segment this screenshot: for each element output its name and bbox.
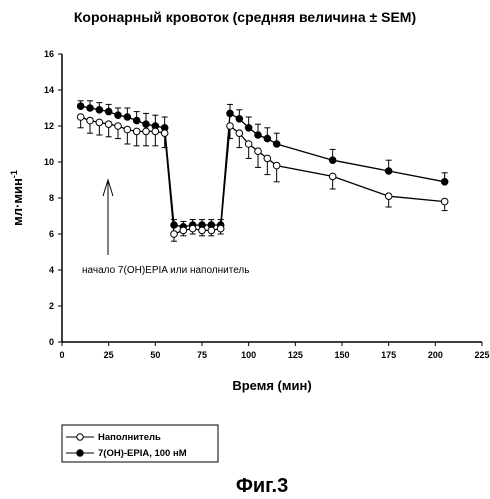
y-tick-label-8: 16 xyxy=(44,49,54,59)
series-1-point-3 xyxy=(104,107,113,116)
y-tick-label-1: 2 xyxy=(49,301,54,311)
start-annotation: начало 7(OH)EPIA или наполнитель xyxy=(82,265,249,276)
x-tick-label-7: 175 xyxy=(381,350,396,360)
series-1-point-16 xyxy=(226,109,234,118)
x-tick-label-0: 0 xyxy=(59,350,64,360)
series-1 xyxy=(76,100,449,231)
series-1-point-0 xyxy=(76,102,85,110)
series-1-point-2 xyxy=(95,106,104,114)
x-tick-label-3: 75 xyxy=(197,350,207,360)
series-0-point-16 xyxy=(226,122,234,130)
y-axis-label: мл·мин-1 xyxy=(9,170,25,226)
series-layer xyxy=(76,100,449,242)
series-1-point-18 xyxy=(244,124,253,132)
y-tick-label-5: 10 xyxy=(44,157,54,167)
series-0-point-13 xyxy=(198,226,206,235)
x-tick-label-5: 125 xyxy=(288,350,303,360)
series-0-point-8 xyxy=(151,127,160,136)
series-1-point-17 xyxy=(235,115,244,123)
series-0-point-19 xyxy=(254,147,262,155)
series-0 xyxy=(76,113,449,242)
chart-title: Коронарный кровоток (средняя величина ± … xyxy=(74,9,416,25)
y-tick-label-3: 6 xyxy=(49,229,54,239)
series-1-point-22 xyxy=(328,156,337,164)
x-tick-label-6: 150 xyxy=(334,350,349,360)
series-0-point-5 xyxy=(123,125,132,134)
x-axis-label: Время (мин) xyxy=(232,378,311,393)
series-0-point-22 xyxy=(328,172,337,181)
series-1-point-21 xyxy=(272,140,281,148)
series-0-point-18 xyxy=(244,140,253,148)
series-1-point-24 xyxy=(440,178,449,186)
series-1-point-5 xyxy=(123,113,132,121)
legend-marker-1 xyxy=(76,449,84,457)
series-0-point-0 xyxy=(76,113,85,121)
x-tick-label-1: 25 xyxy=(104,350,114,360)
series-1-point-20 xyxy=(263,134,272,143)
y-tick-label-2: 4 xyxy=(49,265,54,275)
x-tick-label-2: 50 xyxy=(150,350,160,360)
series-0-point-12 xyxy=(188,224,197,233)
series-0-point-14 xyxy=(207,226,216,235)
y-tick-label-4: 8 xyxy=(49,193,54,203)
x-axis-ticks: 0 25 50 75 100 125 150 175 200 225 xyxy=(59,342,490,360)
legend: Наполнитель 7(OH)-EPIA, 100 нM xyxy=(61,424,219,463)
x-tick-label-8: 200 xyxy=(428,350,443,360)
series-1-point-6 xyxy=(132,116,141,125)
y-tick-label-7: 14 xyxy=(44,85,54,95)
start-arrow xyxy=(102,178,114,255)
series-0-point-23 xyxy=(384,192,393,200)
y-tick-label-0: 0 xyxy=(49,337,54,347)
series-1-point-7 xyxy=(142,120,150,128)
x-tick-label-4: 100 xyxy=(241,350,256,360)
legend-marker-0 xyxy=(76,433,84,441)
series-0-point-20 xyxy=(263,154,272,163)
figure-caption: Фиг.3 xyxy=(236,475,288,497)
plot-area xyxy=(61,54,482,343)
series-0-point-3 xyxy=(104,120,113,128)
series-0-point-9 xyxy=(160,129,169,137)
series-1-line xyxy=(80,105,445,228)
series-0-point-1 xyxy=(86,116,94,125)
series-0-point-10 xyxy=(170,230,178,238)
x-tick-label-9: 225 xyxy=(474,350,489,360)
y-axis-label-sup: -1 xyxy=(9,170,19,178)
series-0-point-2 xyxy=(95,118,104,127)
legend-label-1: 7(OH)-EPIA, 100 нM xyxy=(98,448,187,459)
series-0-point-11 xyxy=(179,226,188,235)
y-axis-label-main: мл·мин xyxy=(10,178,25,226)
y-tick-label-6: 12 xyxy=(44,121,54,131)
series-1-point-4 xyxy=(114,111,122,119)
series-0-point-15 xyxy=(216,224,225,233)
series-0-point-7 xyxy=(142,127,150,136)
series-0-point-21 xyxy=(272,161,281,170)
y-axis-ticks: 0 2 4 6 8 10 12 14 16 xyxy=(44,49,62,347)
series-0-point-24 xyxy=(440,197,449,206)
series-1-point-19 xyxy=(254,131,262,139)
series-1-point-23 xyxy=(384,167,393,175)
series-0-point-6 xyxy=(132,127,141,136)
start-arrow-head xyxy=(102,178,114,197)
series-0-point-4 xyxy=(114,122,122,130)
series-1-point-1 xyxy=(86,104,94,112)
series-0-point-17 xyxy=(235,129,244,137)
legend-box xyxy=(61,424,219,463)
legend-label-0: Наполнитель xyxy=(98,432,161,443)
